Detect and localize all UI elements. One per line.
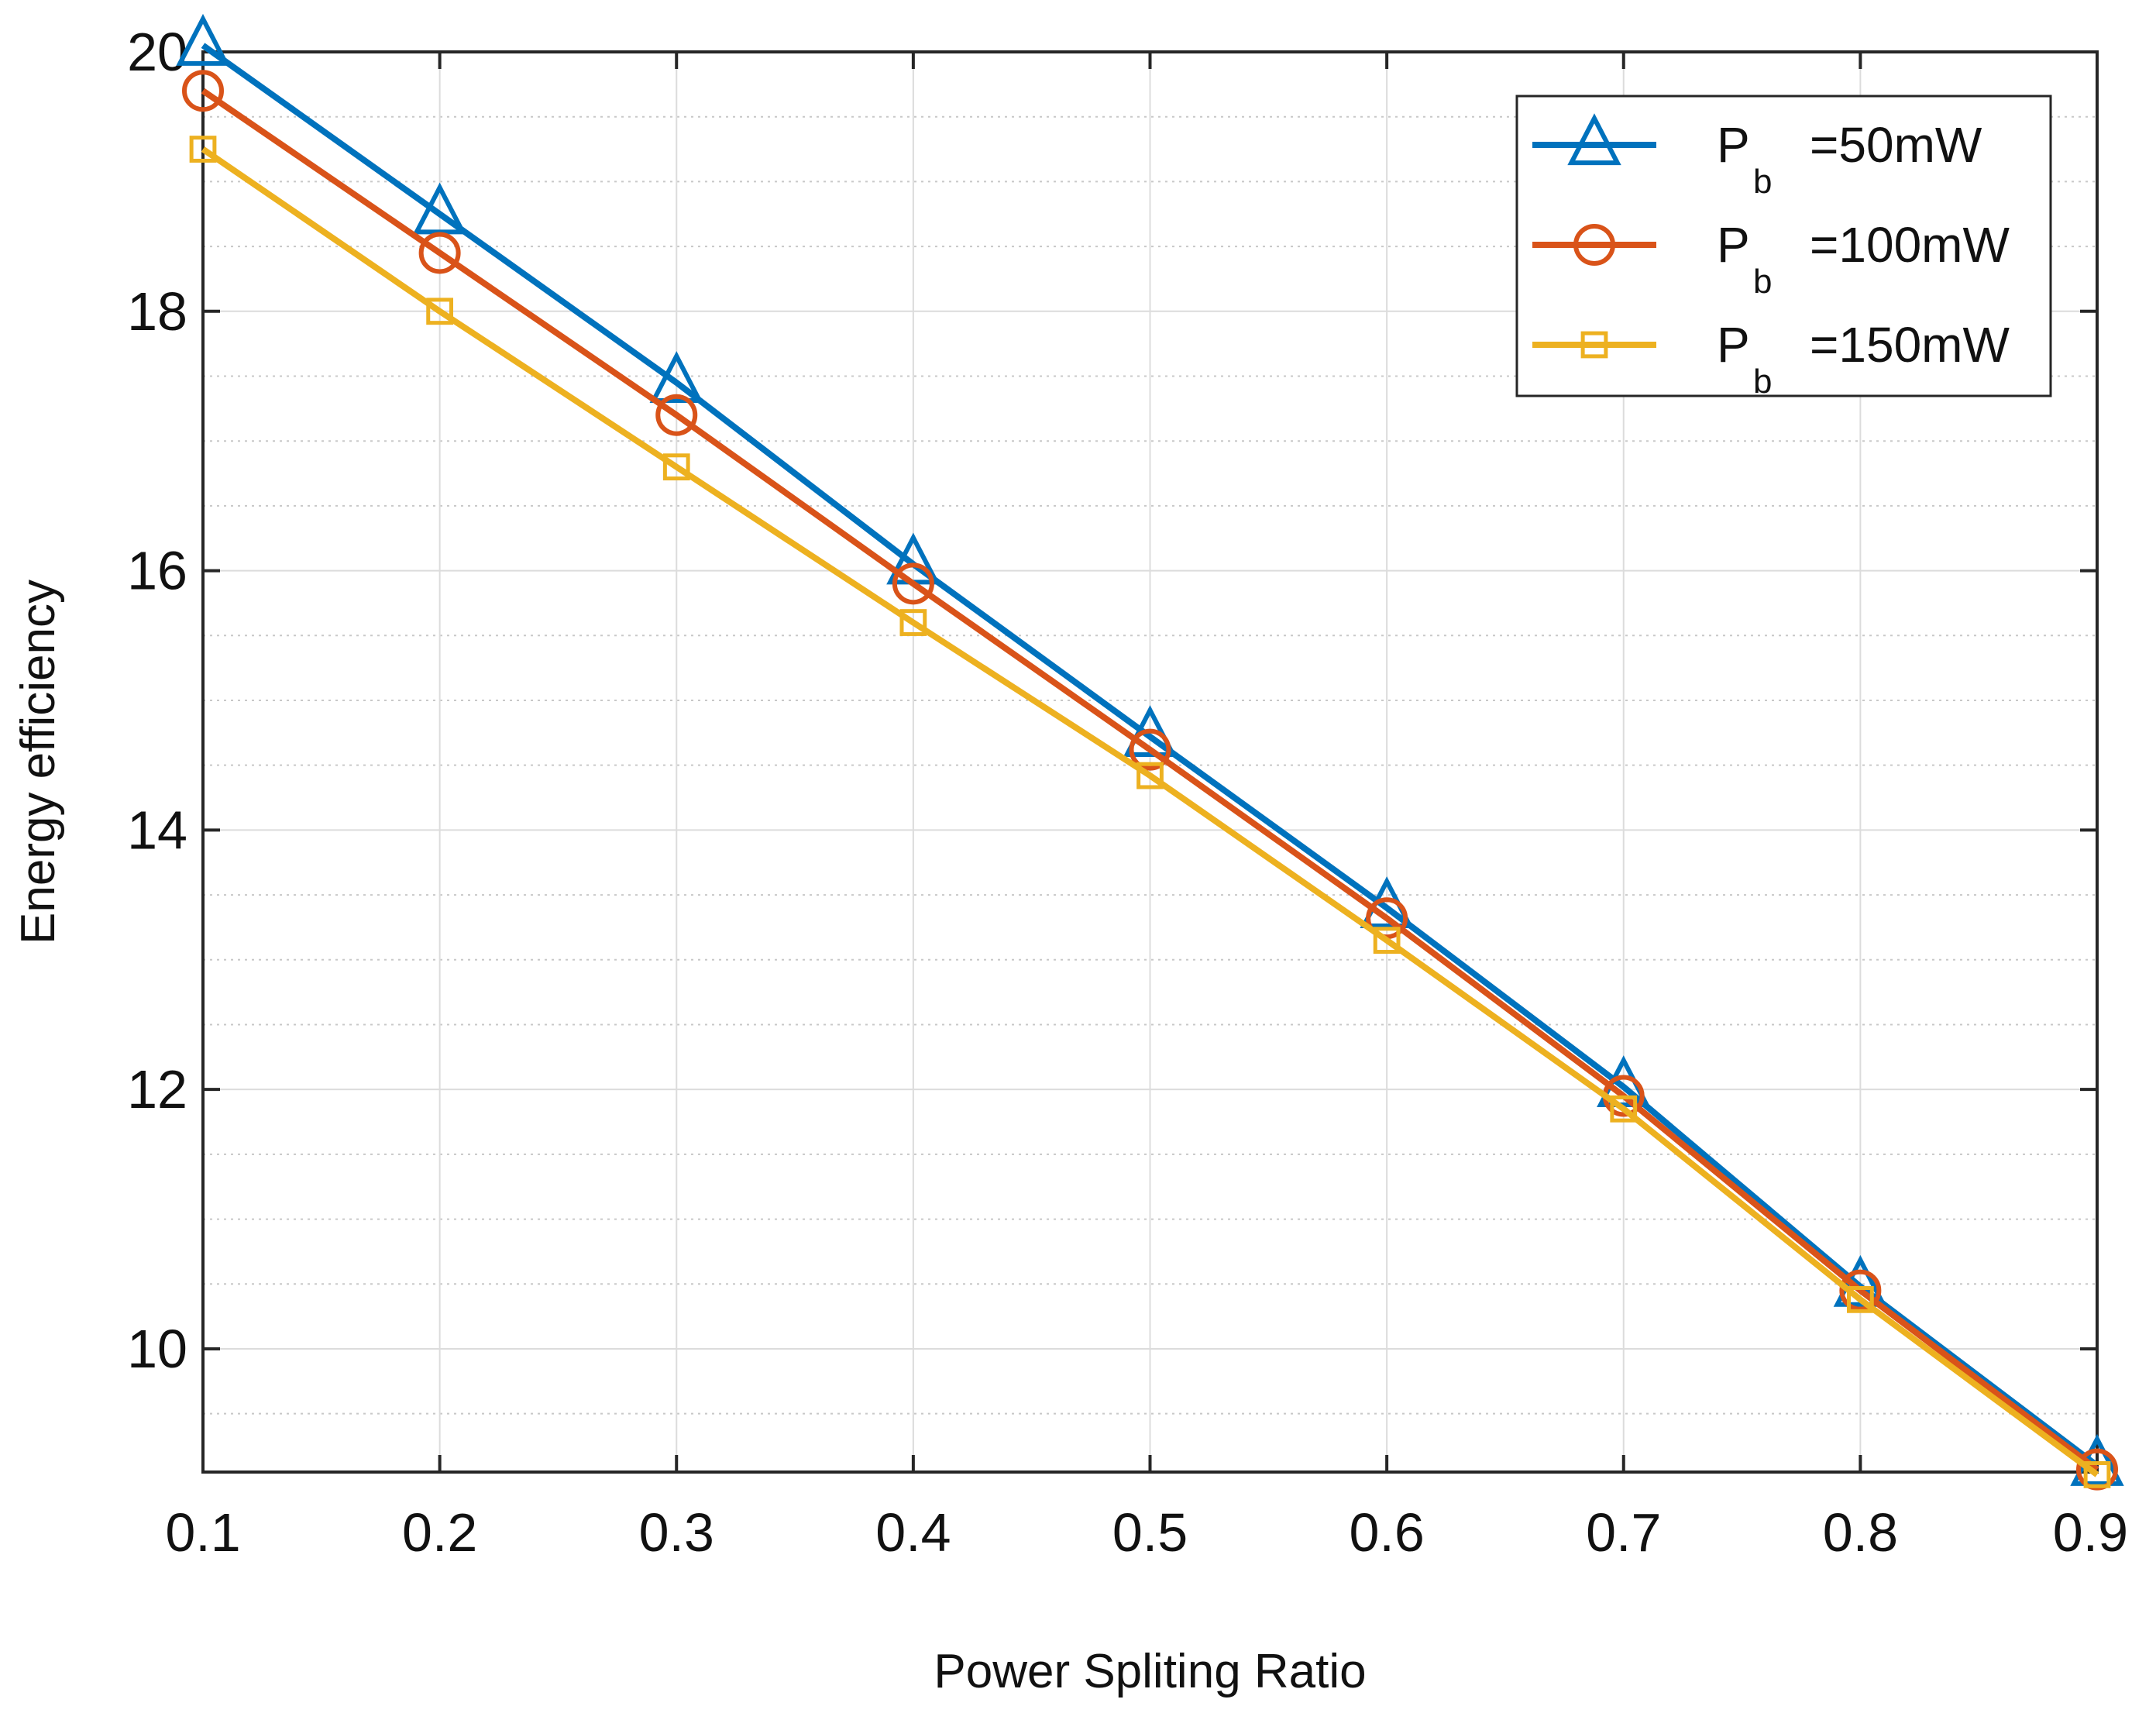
x-tick-label: 0.2: [402, 1502, 477, 1563]
marker-square: [2083, 1460, 2111, 1488]
marker-square: [1136, 762, 1164, 789]
series-square: [189, 136, 2111, 1488]
series-line: [201, 43, 2099, 1468]
legend-entry: Pb =100mW: [1532, 217, 2010, 301]
legend-entry: Pb =150mW: [1532, 317, 2010, 401]
legend-label-sub: b: [1753, 363, 1772, 401]
x-tick-label: 0.6: [1349, 1502, 1424, 1563]
legend-label-sub: b: [1753, 263, 1772, 301]
marker-circle: [1573, 224, 1615, 266]
minor-grid: [203, 115, 2097, 1415]
x-tick-label: 0.3: [639, 1502, 714, 1563]
legend-label-sub: b: [1753, 163, 1772, 201]
y-tick-label: 10: [127, 1319, 187, 1379]
legend-label-main: P: [1717, 217, 1750, 273]
y-tick-label: 12: [127, 1059, 187, 1120]
marker-triangle: [412, 182, 467, 235]
y-axis-label: Energy efficiency: [12, 580, 65, 944]
marker-square: [1846, 1285, 1874, 1313]
legend-entry: Pb =50mW: [1532, 113, 1982, 201]
series-layer: [176, 13, 2124, 1491]
legend-entries: Pb =50mW Pb =100mW Pb =150mW: [1532, 113, 2010, 401]
marker-square: [1610, 1095, 1638, 1123]
marker-square: [189, 136, 217, 163]
marker-square: [426, 298, 454, 325]
legend-label-main: P: [1717, 317, 1750, 373]
marker-circle: [655, 394, 698, 436]
marker-triangle: [1567, 113, 1621, 166]
legend-label-value: =150mW: [1810, 317, 2010, 373]
y-tick-label: 18: [127, 281, 187, 342]
marker-circle: [418, 232, 461, 274]
legend-label-value: =50mW: [1810, 117, 1982, 173]
marker-triangle: [176, 13, 230, 66]
marker-square: [899, 609, 927, 636]
y-tick-label: 16: [127, 541, 187, 601]
x-tick-label: 0.4: [875, 1502, 951, 1563]
x-axis-label: Power Spliting Ratio: [934, 1645, 1366, 1698]
x-tick-label: 0.8: [1823, 1502, 1898, 1563]
marker-circle: [182, 70, 224, 112]
marker-square: [662, 453, 690, 481]
marker-triangle: [649, 351, 703, 404]
x-tick-label: 0.5: [1112, 1502, 1188, 1563]
y-tick-label: 20: [127, 22, 187, 82]
legend-label-value: =100mW: [1810, 217, 2010, 273]
y-tick-label: 14: [127, 800, 187, 860]
marker-square: [1373, 927, 1401, 955]
marker-square: [1580, 331, 1608, 359]
x-tick-label: 0.1: [165, 1502, 240, 1563]
series-line: [201, 146, 2099, 1477]
x-tick-label: 0.9: [2053, 1502, 2128, 1563]
marker-circle: [892, 562, 934, 605]
legend-label-main: P: [1717, 117, 1750, 173]
marker-circle: [1839, 1269, 1882, 1312]
marker-circle: [1129, 728, 1171, 771]
x-axis-ticks: 0.1 0.2 0.3 0.4 0.5 0.6 0.7 0.8 0.9: [165, 52, 2128, 1563]
x-tick-label: 0.7: [1586, 1502, 1661, 1563]
y-axis-ticks: 10 12 14 16 18 20: [127, 22, 2097, 1379]
series-line: [201, 88, 2099, 1472]
legend: Pb =50mW Pb =100mW Pb =150mW: [1515, 95, 2052, 401]
